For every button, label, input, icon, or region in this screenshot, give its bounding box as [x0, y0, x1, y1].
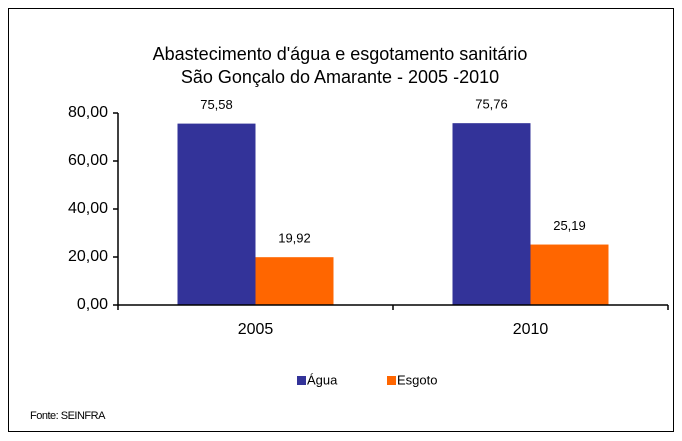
value-label: 75,76: [475, 97, 508, 112]
value-label: 25,19: [553, 218, 586, 233]
x-tick-label: 2010: [513, 321, 549, 338]
source-note: Fonte: SEINFRA: [30, 410, 106, 422]
legend-label: Esgoto: [397, 372, 437, 387]
y-tick-label: 40,00: [68, 200, 108, 217]
value-label: 75,58: [200, 97, 233, 112]
chart-title: Abastecimento d'água e esgotamento sanit…: [153, 44, 528, 64]
y-tick-label: 0,00: [77, 296, 108, 313]
bar: [255, 257, 334, 305]
chart-subtitle: São Gonçalo do Amarante - 2005 -2010: [181, 67, 499, 87]
legend-swatch: [387, 376, 396, 385]
chart-frame: [8, 8, 674, 432]
x-tick-label: 2005: [238, 321, 274, 338]
bar: [177, 123, 256, 305]
y-tick-label: 60,00: [68, 152, 108, 169]
legend-swatch: [297, 376, 306, 385]
value-label: 19,92: [278, 231, 311, 246]
bar: [452, 123, 531, 306]
y-tick-label: 20,00: [68, 248, 108, 265]
y-tick-label: 80,00: [68, 104, 108, 121]
legend-label: Água: [307, 372, 338, 387]
bar: [530, 244, 609, 305]
